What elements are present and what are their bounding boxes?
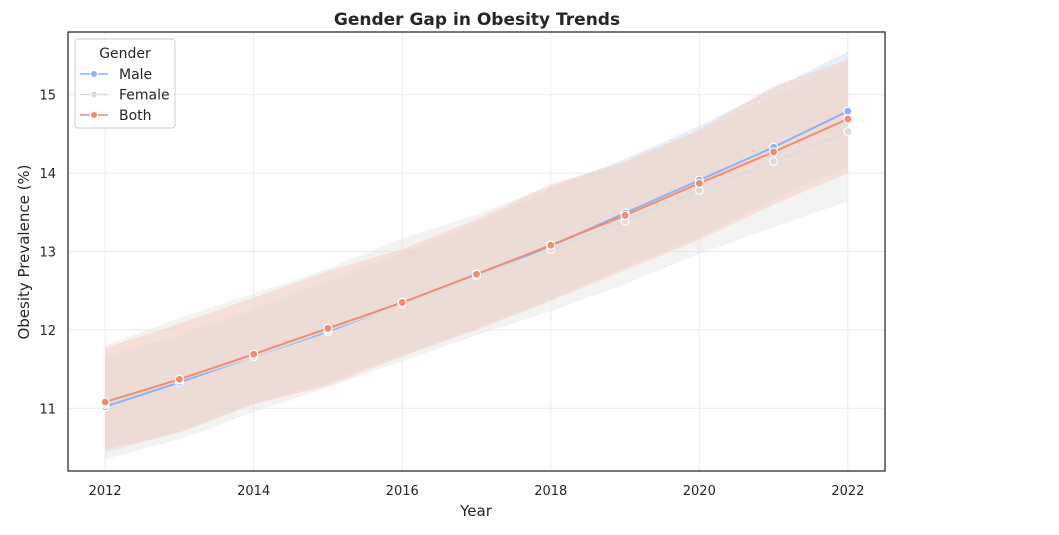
grid (68, 32, 885, 471)
data-point-both (768, 147, 779, 157)
legend-label-both: Both (119, 108, 152, 124)
plot-frame (67, 31, 886, 472)
legend-entries: Male Female Both (80, 67, 170, 124)
data-point-both (174, 374, 185, 384)
legend-title: Gender (99, 46, 151, 62)
data-point-both (471, 269, 482, 279)
y-tick-label: 12 (39, 324, 56, 339)
confidence-band-male (105, 51, 848, 453)
data-point-both (694, 178, 704, 188)
x-tick-label: 2020 (683, 484, 716, 499)
data-point-both (249, 349, 259, 359)
data-point-both (397, 297, 407, 308)
y-tick-label: 11 (39, 402, 56, 417)
data-point-both (546, 240, 556, 250)
legend-marker-male (90, 70, 98, 78)
y-tick-label: 13 (39, 246, 56, 261)
x-tick-label: 2022 (831, 484, 864, 499)
confidence-band-both (105, 59, 848, 450)
axis-ticks: 2012 2014 2016 2018 2020 2022 11 12 13 14 15 (39, 89, 864, 499)
legend-label-female: Female (119, 88, 170, 104)
y-axis-label: Obesity Prevalence (%) (15, 164, 33, 339)
chart-title: Gender Gap in Obesity Trends (334, 10, 620, 30)
confidence-bands (105, 51, 848, 460)
data-point-both (323, 323, 333, 333)
legend-marker-female (90, 90, 98, 99)
confidence-band-female (105, 61, 848, 460)
x-axis-label: Year (459, 502, 493, 520)
x-tick-label: 2012 (89, 484, 122, 499)
y-tick-label: 14 (39, 167, 56, 182)
legend-marker-both (90, 111, 98, 119)
x-tick-label: 2014 (237, 484, 270, 499)
data-point-both (620, 210, 630, 221)
data-point-both (100, 397, 110, 407)
legend-label-male: Male (119, 67, 152, 83)
legend: Gender Male Female Both (74, 38, 176, 129)
y-tick-label: 15 (39, 89, 56, 104)
data-point-both (843, 114, 853, 124)
data-point-male (843, 106, 853, 116)
legend-box (74, 38, 176, 129)
series-markers (100, 106, 853, 412)
x-tick-label: 2018 (534, 484, 567, 499)
data-point-female (843, 126, 853, 137)
data-point-female (768, 156, 779, 166)
x-tick-label: 2016 (386, 484, 419, 499)
